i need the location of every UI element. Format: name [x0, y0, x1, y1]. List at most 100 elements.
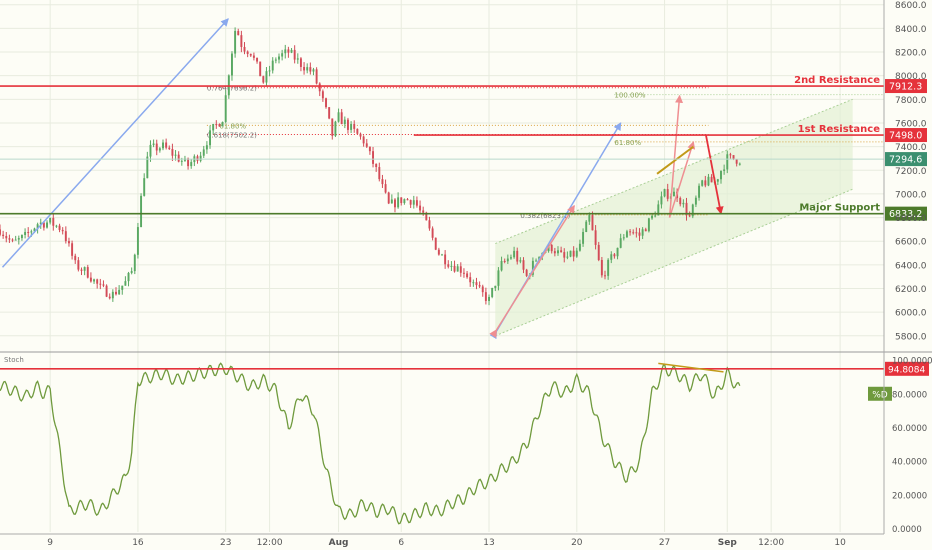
- time-tick-label: Aug: [329, 538, 349, 548]
- candle-body: [46, 222, 48, 228]
- candle-body: [5, 236, 8, 239]
- candle-body: [321, 91, 324, 99]
- candle-body: [42, 222, 45, 228]
- stoch-panel-title: Stoch: [4, 356, 24, 364]
- candle-body: [64, 231, 67, 242]
- candle-body: [698, 185, 701, 198]
- candle-body: [249, 53, 252, 56]
- price-tick-label: 7400.0: [895, 143, 927, 153]
- candle-body: [93, 279, 96, 282]
- candle-body: [89, 277, 92, 282]
- candle-body: [472, 282, 475, 284]
- candle-body: [720, 170, 722, 180]
- candle-body: [660, 196, 663, 205]
- candle-body: [381, 179, 384, 185]
- candle-body: [196, 156, 199, 161]
- candle-body: [246, 51, 249, 54]
- candle-body: [318, 83, 321, 92]
- level-tag-bg: [885, 128, 927, 143]
- candle-body: [80, 269, 83, 271]
- candle-body: [121, 285, 124, 290]
- candle-body: [202, 149, 205, 156]
- candle-body: [459, 266, 462, 273]
- candle-body: [284, 49, 287, 54]
- candle-body: [218, 124, 221, 127]
- candle-body: [108, 296, 111, 299]
- candle-body: [497, 270, 500, 286]
- price-tick-label: 6000.0: [895, 309, 927, 319]
- candle-body: [265, 71, 268, 83]
- time-tick-label: 12:00: [257, 538, 283, 548]
- stoch-d-line: [0, 362, 741, 525]
- pink-leg-arrow-2: [668, 140, 696, 218]
- candle-body: [162, 142, 164, 149]
- candle-body: [394, 199, 396, 208]
- candle-body: [368, 146, 371, 152]
- candle-body: [372, 151, 375, 164]
- price-tick-label: 8600.0: [895, 1, 927, 11]
- candle-body: [604, 275, 606, 277]
- last-price-tag-value: 7294.6: [889, 155, 922, 166]
- candle-body: [701, 180, 704, 186]
- candle-body: [704, 180, 707, 186]
- stoch-tick-label: 60.0000: [892, 424, 927, 434]
- candle-body: [519, 260, 522, 262]
- candle-body: [149, 144, 152, 157]
- candle-body: [20, 234, 23, 239]
- candle-body: [325, 98, 327, 108]
- time-tick-label: 16: [132, 538, 144, 548]
- series-legend-label: %D: [872, 390, 888, 400]
- price-tick-label: 7600.0: [895, 119, 927, 129]
- candle-body: [99, 283, 102, 285]
- candle-body: [506, 258, 509, 262]
- candle-body: [340, 112, 343, 125]
- fib-label: 100.00%: [614, 92, 645, 100]
- candle-body: [274, 59, 277, 61]
- candle-body: [434, 237, 437, 250]
- candle-body: [8, 238, 11, 240]
- stoch-divergence-line: [658, 362, 724, 373]
- candle-body: [629, 231, 632, 233]
- price-tick-label: 6800.0: [895, 214, 927, 224]
- candle-body: [105, 285, 108, 297]
- candle-body: [58, 225, 61, 230]
- blue-trend-arrow: [1, 18, 229, 268]
- candle-body: [638, 232, 641, 236]
- candle-body: [256, 57, 259, 62]
- candle-body: [39, 222, 42, 225]
- fib-label: 61.80%: [219, 122, 246, 130]
- candle-body: [557, 250, 559, 254]
- candle-body: [143, 178, 146, 196]
- candle-body: [384, 184, 387, 193]
- candle-body: [726, 154, 729, 170]
- candle-body: [707, 176, 710, 186]
- candle-body: [365, 143, 368, 147]
- candle-body: [594, 230, 597, 245]
- candle-body: [710, 176, 713, 183]
- candle-body: [679, 198, 682, 205]
- candle-body: [450, 265, 453, 267]
- candle-body: [560, 250, 563, 253]
- candle-body: [262, 76, 265, 83]
- candle-body: [632, 232, 635, 234]
- price-tick-label: 6400.0: [895, 261, 927, 271]
- candle-body: [453, 265, 456, 272]
- candle-body: [422, 210, 425, 213]
- candle-body: [212, 124, 215, 131]
- candle-body: [49, 217, 52, 223]
- price-tick-label: 7200.0: [895, 167, 927, 177]
- candle-body: [462, 272, 465, 274]
- candle-body: [61, 229, 64, 232]
- price-tick-label: 6600.0: [895, 238, 927, 248]
- candle-body: [641, 229, 644, 236]
- candle-body: [591, 215, 594, 231]
- candle-body: [488, 296, 490, 301]
- candle-body: [115, 291, 117, 295]
- pink-target-arrow: [668, 94, 684, 218]
- candle-body: [441, 254, 443, 256]
- price-tick-label: 8000.0: [895, 72, 927, 82]
- price-tick-label: 8200.0: [895, 49, 927, 59]
- stoch-tick-label: 0.0000: [892, 525, 922, 535]
- candle-body: [578, 243, 581, 251]
